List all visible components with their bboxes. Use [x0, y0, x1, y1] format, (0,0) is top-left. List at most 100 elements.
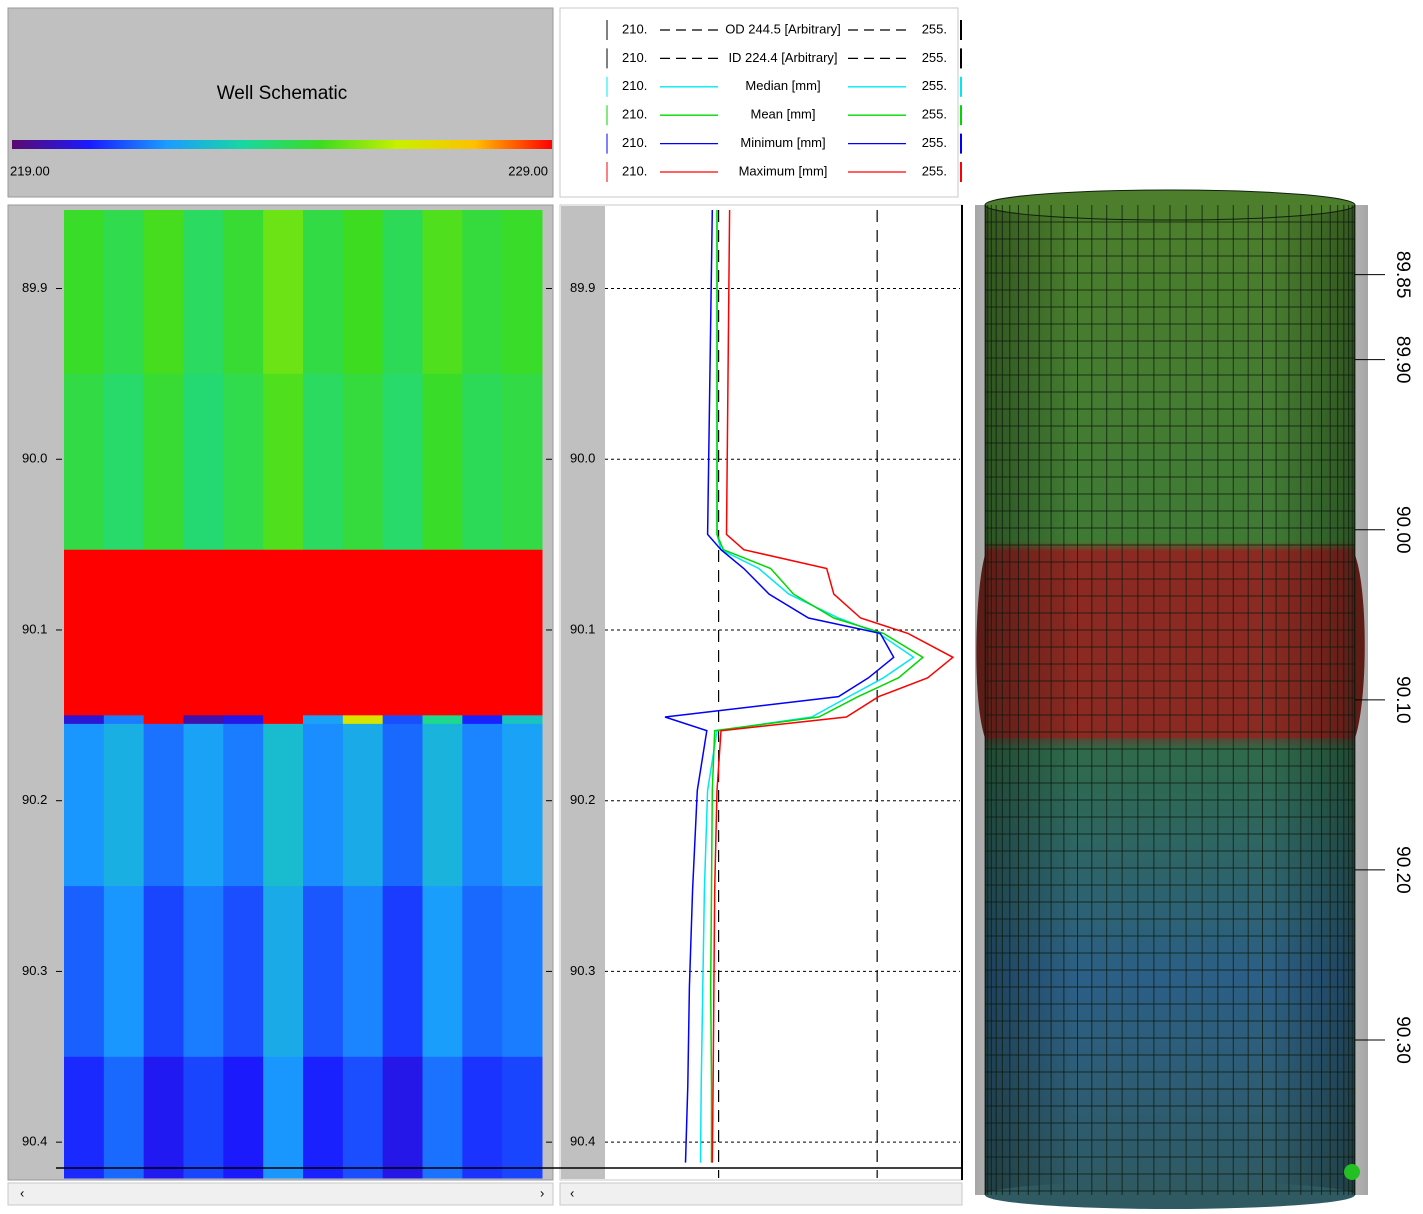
- heat-cell: [184, 715, 224, 724]
- colorbar-label: 219.00: [10, 163, 50, 178]
- depth-label: 89.85: [1392, 251, 1413, 299]
- heat-cell: [303, 374, 343, 550]
- heat-cell: [462, 724, 502, 887]
- heat-cell: [462, 886, 502, 1057]
- depth-label: 90.2: [570, 792, 595, 807]
- depth-label: 90.0: [22, 451, 47, 466]
- heat-cell: [343, 1057, 383, 1179]
- depth-label: 90.1: [570, 621, 595, 636]
- heat-cell: [383, 210, 423, 374]
- heat-cell: [502, 715, 542, 724]
- heat-cell: [263, 550, 303, 716]
- heat-cell: [263, 374, 303, 550]
- heat-cell: [64, 210, 104, 374]
- scroll-arrow[interactable]: ‹: [570, 1185, 574, 1200]
- legend-max: 255.: [922, 78, 947, 93]
- well-log-view: Well Schematic 219.00229.0089.990.090.19…: [0, 0, 1423, 1214]
- heat-cell: [303, 886, 343, 1057]
- depth-label: 90.3: [570, 963, 595, 978]
- scrollbar[interactable]: [8, 1183, 553, 1205]
- heat-cell: [104, 1057, 144, 1179]
- heat-cell: [184, 724, 224, 887]
- log-track: [560, 205, 962, 1180]
- legend-min: 210.: [622, 163, 647, 178]
- legend-min: 210.: [622, 50, 647, 65]
- heat-cell: [64, 374, 104, 550]
- heat-cell: [462, 715, 502, 724]
- colorbar-label: 229.00: [508, 163, 548, 178]
- legend-min: 210.: [622, 21, 647, 36]
- heat-cell: [423, 715, 463, 724]
- heat-cell: [144, 715, 184, 724]
- heat-cell: [144, 210, 184, 374]
- heat-cell: [263, 715, 303, 724]
- casing-3d-view: [975, 190, 1368, 1209]
- heat-cell: [144, 1057, 184, 1179]
- heat-cell: [343, 886, 383, 1057]
- heat-cell: [104, 724, 144, 887]
- legend-label: Mean [mm]: [750, 107, 815, 122]
- legend-max: 255.: [922, 21, 947, 36]
- heat-cell: [64, 1057, 104, 1179]
- heat-cell: [423, 724, 463, 887]
- depth-label: 90.4: [570, 1134, 595, 1149]
- heat-cell: [303, 1057, 343, 1179]
- heat-cell: [104, 210, 144, 374]
- legend-label: ID 224.4 [Arbitrary]: [728, 50, 837, 65]
- heat-cell: [263, 886, 303, 1057]
- heat-cell: [423, 886, 463, 1057]
- heat-cell: [223, 550, 263, 716]
- heat-cell: [423, 1057, 463, 1179]
- heat-cell: [343, 374, 383, 550]
- heat-cell: [423, 550, 463, 716]
- depth-label: 89.9: [22, 280, 47, 295]
- depth-label: 90.4: [22, 1134, 47, 1149]
- heat-cell: [223, 724, 263, 887]
- depth-label: 90.3: [22, 963, 47, 978]
- heat-cell: [223, 886, 263, 1057]
- scroll-arrow[interactable]: ‹: [20, 1185, 24, 1200]
- heat-cell: [502, 886, 542, 1057]
- heat-cell: [64, 550, 104, 716]
- heat-cell: [502, 724, 542, 887]
- scrollbar[interactable]: [560, 1183, 962, 1205]
- depth-label: 90.00: [1392, 506, 1413, 554]
- heat-cell: [104, 886, 144, 1057]
- heat-cell: [184, 550, 224, 716]
- heat-cell: [263, 210, 303, 374]
- heat-cell: [383, 886, 423, 1057]
- heat-cell: [223, 374, 263, 550]
- heat-cell: [502, 374, 542, 550]
- legend-min: 210.: [622, 107, 647, 122]
- heat-cell: [184, 886, 224, 1057]
- scroll-arrow[interactable]: ›: [540, 1185, 544, 1200]
- legend-min: 210.: [622, 78, 647, 93]
- depth-label: 90.20: [1392, 846, 1413, 894]
- heat-cell: [144, 886, 184, 1057]
- heat-cell: [343, 210, 383, 374]
- heat-cell: [223, 210, 263, 374]
- depth-label: 90.30: [1392, 1016, 1413, 1064]
- heat-cell: [64, 724, 104, 887]
- heat-cell: [64, 886, 104, 1057]
- heat-cell: [263, 1057, 303, 1179]
- depth-label: 89.9: [570, 280, 595, 295]
- legend-max: 255.: [922, 107, 947, 122]
- heat-cell: [104, 715, 144, 724]
- legend-label: Minimum [mm]: [740, 135, 825, 150]
- heat-cell: [462, 374, 502, 550]
- heat-cell: [303, 724, 343, 887]
- heat-cell: [462, 210, 502, 374]
- casing-shade: [975, 205, 1368, 1195]
- depth-label: 90.10: [1392, 676, 1413, 724]
- heat-cell: [303, 715, 343, 724]
- legend-max: 255.: [922, 163, 947, 178]
- depth-label: 89.90: [1392, 336, 1413, 384]
- heat-cell: [104, 550, 144, 716]
- heat-cell: [144, 374, 184, 550]
- heat-cell: [64, 715, 104, 724]
- heat-cell: [462, 1057, 502, 1179]
- heat-cell: [502, 1057, 542, 1179]
- heat-cell: [144, 724, 184, 887]
